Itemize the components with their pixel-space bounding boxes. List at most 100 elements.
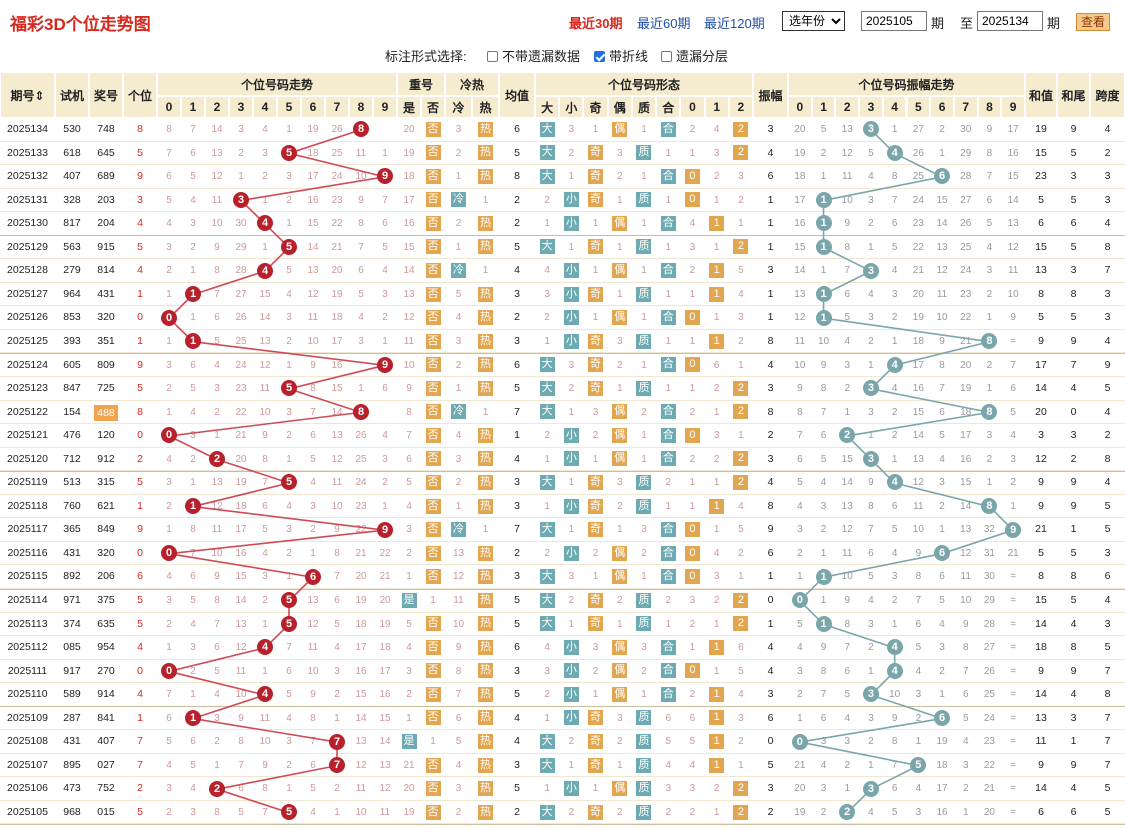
trend-miss: 13 <box>355 736 367 748</box>
year-select[interactable]: 选年份 <box>782 11 845 31</box>
trend-ball: 0 <box>157 424 181 448</box>
unit-cell: 9 <box>137 523 143 536</box>
amp-cell: 8 <box>767 499 774 512</box>
query-button[interactable]: 查看 <box>1076 13 1110 31</box>
form-cell-badge: 小 <box>563 498 579 514</box>
tab-recent-30[interactable]: 最近30期 <box>569 16 623 31</box>
amp-miss: 15 <box>1007 171 1019 183</box>
tail-cell: 5 <box>1070 594 1077 606</box>
form-cell-badge: 偶 <box>612 215 628 231</box>
amp-miss: 3 <box>868 406 874 418</box>
trend-miss: 5 <box>286 265 292 277</box>
form-cell: 偶 <box>608 118 632 142</box>
form-cell: 1 <box>544 218 550 230</box>
amp-miss: 2 <box>939 124 945 135</box>
avg-cell: 4 <box>514 711 520 724</box>
amp-miss: 4 <box>844 712 851 724</box>
tab-recent-60[interactable]: 最近60期 <box>637 16 691 31</box>
red-ball: 9 <box>377 521 393 538</box>
form-cell: 质 <box>632 283 656 307</box>
form-cell-badge: 偶 <box>612 427 628 443</box>
trend-miss: 6 <box>382 383 388 395</box>
form-cell: 2 <box>713 453 720 465</box>
trend-miss: 3 <box>214 383 220 395</box>
amp-miss: 2 <box>891 312 898 324</box>
option-missing-layer[interactable]: 遗漏分层 <box>661 46 728 65</box>
amp-miss: 1 <box>939 147 945 159</box>
amp-miss: 24 <box>912 194 924 206</box>
checkbox-checked-icon[interactable] <box>594 51 605 62</box>
form-cell: 2 <box>689 689 696 701</box>
span-cell: 5 <box>1104 782 1111 795</box>
amp-miss: 3 <box>797 524 803 536</box>
avg-cell: 6 <box>514 358 520 371</box>
trial-cell: 892 <box>63 570 81 583</box>
form-cell-badge: 合 <box>660 427 676 443</box>
trend-miss: 4 <box>334 642 340 654</box>
amp-miss: = <box>1010 571 1017 583</box>
unit-cell: 4 <box>137 264 143 277</box>
amp-miss: 10 <box>936 312 948 324</box>
unit-cell: 4 <box>137 217 143 230</box>
amp-cell: 1 <box>767 240 774 253</box>
trend-miss: 5 <box>190 171 196 183</box>
form-cell: 2 <box>544 689 550 701</box>
form-cell: 大 <box>535 730 559 754</box>
from-issue-input[interactable] <box>861 11 927 31</box>
tail-cell: 9 <box>1070 758 1077 771</box>
trend-miss: 20 <box>379 595 391 606</box>
tab-recent-120[interactable]: 最近120期 <box>704 16 765 31</box>
checkbox-icon[interactable] <box>661 51 672 62</box>
form-cell-badge: 合 <box>660 357 676 373</box>
form-cell: 2 <box>544 312 550 324</box>
repeat-yes: 5 <box>406 477 412 489</box>
form-cell: 5 <box>689 736 696 748</box>
trend-miss: 25 <box>331 147 343 159</box>
col-issue[interactable]: 期号⇕ <box>0 72 55 118</box>
trend-ball: 4 <box>253 212 277 236</box>
amp-miss: 10 <box>1007 288 1019 300</box>
teal-ball: 6 <box>934 168 951 185</box>
sum-cell: 11 <box>1035 735 1047 748</box>
amp-miss: 6 <box>844 665 851 677</box>
unit-cell: 2 <box>137 452 143 465</box>
issue-cell: 2025107 <box>7 758 48 771</box>
amp-miss: 6 <box>868 547 874 559</box>
tail-cell: 9 <box>1070 664 1077 677</box>
form-cell: 2 <box>544 547 550 559</box>
checkbox-icon[interactable] <box>487 51 498 62</box>
to-issue-input[interactable] <box>977 11 1043 31</box>
trend-miss: 11 <box>259 383 271 395</box>
amp-miss: 6 <box>820 430 827 442</box>
issue-cell: 2025125 <box>7 334 48 347</box>
form-cell: 小 <box>559 683 583 707</box>
form-cell-badge: 大 <box>539 616 555 632</box>
option-with-line[interactable]: 带折线 <box>594 46 648 65</box>
red-ball: 7 <box>329 757 345 774</box>
trend-miss: 4 <box>166 453 172 465</box>
amp-miss: 17 <box>936 783 948 795</box>
amp-ball: 6 <box>930 165 954 189</box>
amp-miss: 8 <box>891 171 898 183</box>
form-cell: 质 <box>632 142 656 166</box>
avg-cell: 5 <box>514 146 520 159</box>
trend-miss: 3 <box>190 430 196 442</box>
repeat-no-badge: 否 <box>425 380 441 396</box>
amp-miss: 14 <box>912 430 924 442</box>
repeat-no: 否 <box>421 542 445 566</box>
amp-miss: 4 <box>1010 430 1016 442</box>
repeat-no: 否 <box>421 801 445 825</box>
form-cell-badge: 2 <box>733 239 749 255</box>
amp-miss: = <box>1010 665 1017 677</box>
form-cell-badge: 2 <box>733 404 749 420</box>
trend-ball: 7 <box>325 754 349 778</box>
trend-miss: 24 <box>235 359 247 371</box>
amp-miss: 3 <box>986 265 993 277</box>
form-cell-badge: 奇 <box>588 333 604 349</box>
amp-miss: 2 <box>820 524 827 536</box>
option-no-missing[interactable]: 不带遗漏数据 <box>487 46 580 65</box>
amp-miss: = <box>1010 759 1017 771</box>
unit-cell: 5 <box>137 594 143 606</box>
form-cell: 合 <box>656 518 680 542</box>
form-cell: 奇 <box>583 471 607 495</box>
